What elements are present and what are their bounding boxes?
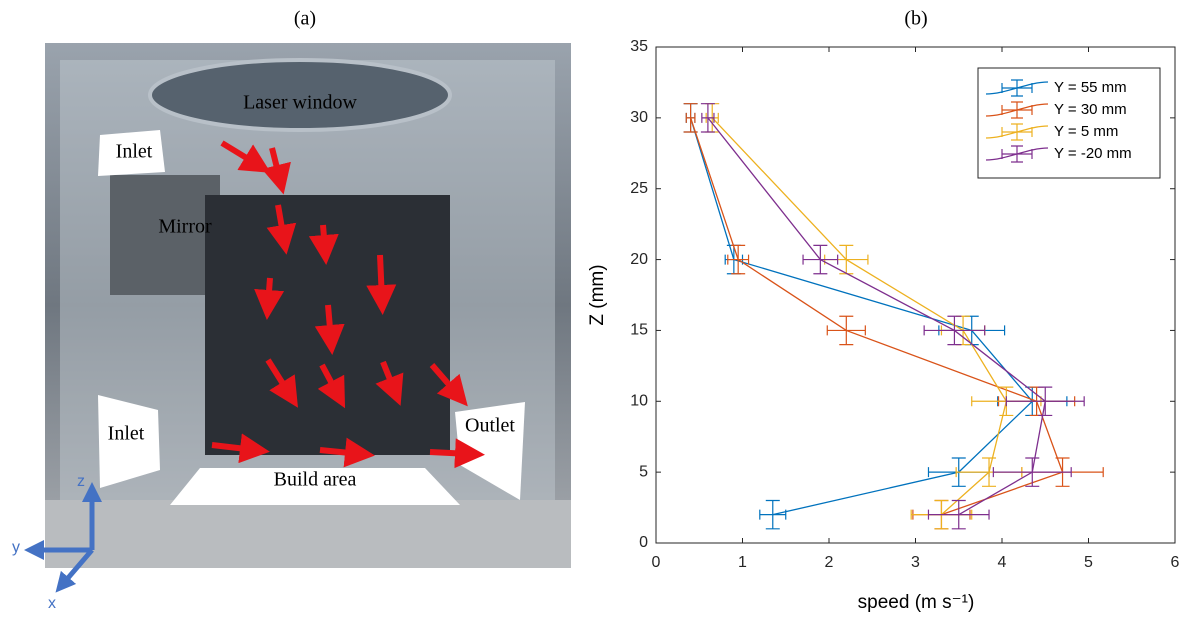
- flow-arrow: [314, 304, 345, 355]
- legend-swatch: [985, 79, 1049, 97]
- y-error-bar: [683, 103, 698, 133]
- flow-arrow: [220, 140, 271, 173]
- base-plate: [45, 500, 571, 568]
- x-tick-label: 3: [911, 554, 920, 571]
- label-mirror: Mirror: [158, 216, 212, 238]
- y-tick-label: 25: [630, 180, 648, 197]
- series-line: [689, 117, 1034, 516]
- x-tick-label: 1: [738, 554, 747, 571]
- inlet-bottom-plate: [98, 395, 160, 488]
- label-laser-window: Laser window: [243, 92, 357, 114]
- flow-arrow: [261, 147, 291, 195]
- flow-arrow: [375, 360, 404, 406]
- legend-swatch: [985, 145, 1049, 163]
- y-error-bar: [839, 315, 854, 346]
- label-inlet: Inlet: [108, 423, 145, 445]
- axis-arrow: [55, 548, 94, 593]
- y-error-bar: [1038, 386, 1053, 417]
- legend-swatch: [985, 101, 1049, 119]
- flow-arrow: [366, 254, 397, 315]
- y-axis-label: Z (mm): [587, 264, 608, 325]
- axis-label: y: [12, 539, 20, 556]
- flow-arrow: [266, 204, 297, 255]
- x-axis-label: speed (m s⁻¹): [858, 592, 975, 613]
- legend-label: Y = 5 mm: [1054, 123, 1118, 140]
- axis-triad: [24, 482, 102, 593]
- y-error-bar: [765, 499, 780, 530]
- y-tick-label: 15: [630, 322, 648, 339]
- label-build-area: Build area: [274, 469, 357, 491]
- panel-label: (a): [294, 8, 316, 30]
- mirror-housing: [110, 175, 220, 295]
- legend-label: Y = 30 mm: [1054, 101, 1127, 118]
- flow-arrow: [308, 224, 339, 265]
- flow-arrow: [429, 363, 468, 407]
- y-tick-label: 20: [630, 251, 648, 268]
- flow-arrow: [429, 438, 485, 469]
- y-error-bar: [951, 499, 966, 530]
- y-tick-label: 30: [630, 109, 648, 126]
- legend-label: Y = -20 mm: [1054, 145, 1132, 162]
- x-tick-label: 4: [998, 554, 1007, 571]
- y-error-bar: [947, 315, 962, 346]
- series-line: [707, 117, 1046, 516]
- series-line: [711, 117, 1008, 516]
- inlet-top-plate: [98, 130, 165, 176]
- label-inlet: Inlet: [116, 141, 153, 163]
- y-error-bar: [982, 457, 997, 487]
- legend-label: Y = 55 mm: [1054, 79, 1127, 96]
- chart: (b) speed (m s⁻¹) Z (mm) 0 1 2 3 4 5 6 0 5 10 15 20…: [587, 8, 1180, 613]
- y-error-bar: [700, 103, 715, 133]
- flow-arrow: [254, 277, 285, 320]
- build-area-plate: [170, 468, 460, 505]
- x-tick-label: 5: [1084, 554, 1093, 571]
- y-tick-label: 10: [630, 393, 648, 410]
- flow-arrow: [317, 363, 346, 409]
- label-outlet: Outlet: [465, 415, 515, 437]
- chart-title: (b): [904, 8, 927, 30]
- series-line: [689, 117, 1064, 516]
- y-error-bar: [813, 244, 828, 275]
- y-error-bar: [1025, 457, 1040, 487]
- flow-arrow: [211, 433, 270, 464]
- axis-label: z: [77, 473, 85, 490]
- flow-arrows: [211, 140, 485, 469]
- legend-swatch: [985, 123, 1049, 141]
- x-tick-label: 0: [652, 554, 661, 571]
- y-tick-label: 0: [639, 534, 648, 551]
- laser-window-glass: [148, 58, 452, 132]
- y-error-bar: [731, 244, 746, 275]
- outlet-plate: [455, 402, 525, 500]
- y-tick-label: 5: [639, 463, 648, 480]
- photo-panel: Laser window Inlet Mirror Inlet Outlet B…: [12, 8, 571, 612]
- flow-arrow: [319, 437, 375, 468]
- x-tick-label: 6: [1171, 554, 1180, 571]
- x-tick-label: 2: [825, 554, 834, 571]
- y-tick-label: 35: [630, 38, 648, 55]
- legend-box: [977, 67, 1161, 179]
- flow-arrow: [265, 358, 298, 408]
- axis-label: x: [48, 595, 56, 612]
